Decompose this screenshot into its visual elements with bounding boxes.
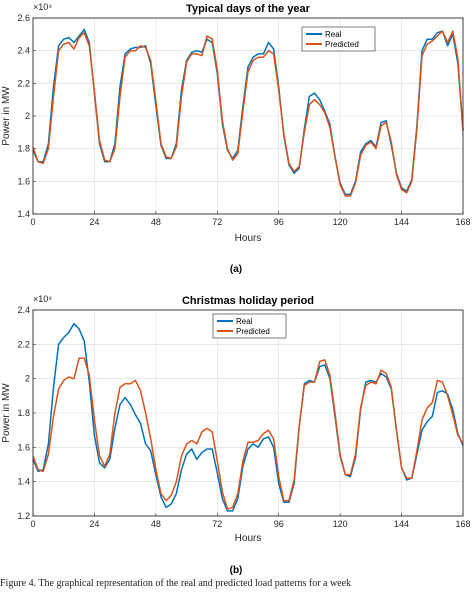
figure-caption: Figure 4. The graphical representation o… [0,578,352,589]
y-tick-labels: 1.4 1.6 1.8 2 2.2 2.4 2.6 [17,13,30,219]
x-tick-label: 96 [274,217,284,227]
y-tick-label: 1.6 [17,176,30,186]
x-tick-label: 72 [212,519,222,529]
y-exponent-label: ×10⁴ [33,294,52,304]
y-tick-label: 2.6 [17,13,30,23]
legend: Real Predicted [301,26,376,52]
y-tick-label: 2.4 [17,305,30,315]
x-tick-label: 120 [333,519,348,529]
legend-label-real: Real [236,317,253,326]
y-axis-label: Power in MW [1,86,12,146]
y-tick-label: 2 [25,111,30,121]
x-tick-label: 120 [333,217,348,227]
y-tick-label: 2 [25,374,30,384]
legend-label-real: Real [325,30,342,39]
x-axis-label: Hours [235,233,262,244]
panel-label: (a) [230,264,242,275]
y-tick-label: 1.4 [17,209,30,219]
x-tick-label: 144 [394,519,409,529]
y-tick-label: 2.4 [17,46,30,56]
x-tick-label: 168 [455,217,470,227]
legend-box [212,313,287,339]
x-tick-label: 24 [89,217,99,227]
series-lines [32,322,464,512]
x-tick-labels: 0 24 48 72 96 120 144 168 [30,217,470,227]
series-lines [32,28,464,197]
axes-frame [32,17,464,215]
axes-frame [32,309,464,517]
chart-panel-christmas: Christmas holiday period ×10⁴ 0 24 48 72 96 1… [1,294,471,576]
y-tick-label: 1.6 [17,442,30,452]
x-tick-label: 72 [212,217,222,227]
y-tick-label: 2.2 [17,78,30,88]
chart-panel-typical-days: Typical days of the year ×10⁴ 0 24 48 72 96 1… [1,2,471,275]
y-tick-label: 1.8 [17,408,30,418]
x-tick-label: 96 [274,519,284,529]
x-tick-label: 0 [30,519,35,529]
x-axis-label: Hours [235,533,262,544]
legend-box [301,26,376,52]
y-tick-label: 1.8 [17,144,30,154]
x-tick-label: 48 [151,519,161,529]
y-axis-label: Power in MW [1,383,12,443]
legend-label-predicted: Predicted [325,40,359,49]
y-exponent-label: ×10⁴ [33,2,52,12]
x-tick-labels: 0 24 48 72 96 120 144 168 [30,519,470,529]
y-tick-label: 2.2 [17,339,30,349]
x-tick-label: 168 [455,519,470,529]
x-tick-label: 48 [151,217,161,227]
chart-title: Typical days of the year [186,3,311,15]
panel-label: (b) [230,565,243,576]
series-line-predicted [32,30,464,197]
y-tick-label: 1.2 [17,511,30,521]
x-tick-label: 0 [30,217,35,227]
legend-label-predicted: Predicted [236,327,270,336]
x-tick-label: 24 [89,519,99,529]
x-tick-label: 144 [394,217,409,227]
legend: Real Predicted [212,313,287,339]
series-line-predicted [32,357,464,510]
chart-title: Christmas holiday period [182,295,314,307]
y-tick-label: 1.4 [17,477,30,487]
y-tick-labels: 1.2 1.4 1.6 1.8 2 2.2 2.4 [17,305,30,521]
